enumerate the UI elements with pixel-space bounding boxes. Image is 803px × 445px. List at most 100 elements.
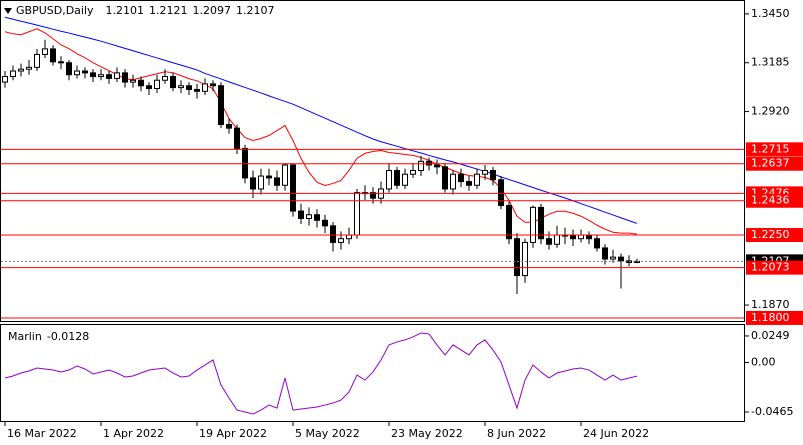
candle-body [18,68,24,72]
level-label-bg [746,310,803,325]
candle-body [610,256,616,260]
candle-body [346,234,352,240]
ohlc-value: 1.2097 [193,4,232,17]
y-tick-label: 1.3185 [751,56,790,69]
candle-body [258,175,264,190]
candle-body [138,79,144,87]
candle-body [298,210,304,219]
y-tick-label: 1.2920 [751,105,790,118]
candle-body [322,219,328,227]
candle-body [330,225,336,243]
candle-body [10,70,16,78]
indicator-label: Marlin -0.0128 [8,330,89,343]
candle-body [602,247,608,260]
level-label-bg [746,142,803,157]
candle-body [226,123,232,129]
ohlc-value: 1.2101 [106,4,145,17]
candle-body [42,48,48,55]
candle-body [242,147,248,179]
candle-body [482,170,488,175]
candle-body [274,177,280,186]
candle-body [202,83,208,92]
ohlc-value: 1.2121 [149,4,188,17]
candle-body [586,234,592,240]
candle-body [186,85,192,90]
candle-body [130,79,136,83]
y-tick-label: 1.3450 [751,7,790,20]
candle-body [514,238,520,277]
candle-body [234,127,240,149]
level-label: 1.2715 [751,142,790,155]
candle-body [74,70,80,76]
candle-body [210,83,216,87]
candle-body [490,170,496,181]
level-label: 1.2436 [751,194,790,207]
candle-body [50,48,56,63]
x-tick-label: 19 Apr 2022 [199,427,267,440]
candle-body [106,74,112,79]
y-tick-label: 0.00 [751,355,776,368]
candle-body [578,234,584,240]
candle-body [282,164,288,186]
candle-body [114,72,120,79]
level-label-bg [746,193,803,208]
level-label: 1.2637 [751,157,790,170]
candle-body [410,170,416,175]
x-tick-label: 24 Jun 2022 [583,427,649,440]
candle-body [306,214,312,219]
candle-body [570,234,576,240]
ohlc-value: 1.2107 [236,4,275,17]
x-tick-label: 23 May 2022 [391,427,463,440]
candle-body [2,76,8,83]
candle-body [546,238,552,245]
candle-body [170,76,176,89]
candle-body [194,88,200,92]
candle-body [594,238,600,249]
candle-body [178,85,184,89]
candle-body [146,85,152,90]
x-tick-label: 1 Apr 2022 [103,427,164,440]
candle-body [122,72,128,83]
candle-body [434,164,440,168]
candle-body [290,164,296,212]
candle-body [618,256,624,262]
candle-body [66,62,72,76]
candle-body [458,173,464,183]
level-label-bg [746,228,803,243]
candle-body [426,160,432,166]
candle-body [90,72,96,78]
menu-triangle[interactable] [4,8,12,14]
candle-body [354,192,360,236]
candle-body [370,192,376,199]
candle-body [530,206,536,243]
candle-body [58,61,64,64]
y-tick-label: 0.0249 [751,329,790,342]
candle-body [218,85,224,125]
indicator-value: -0.0128 [47,330,89,343]
level-label-bg [746,156,803,171]
candle-body [506,205,512,240]
candle-body [34,53,40,68]
candle-body [522,241,528,277]
candle-body [474,173,480,186]
indicator-name: Marlin [8,330,42,343]
level-label: 1.2250 [751,228,790,241]
candle-body [554,234,560,245]
x-tick-label: 5 May 2022 [295,427,360,440]
candle-body [402,173,408,186]
symbol: GBPUSD,Daily [16,4,94,17]
candle-body [538,206,544,240]
moving-average [4,16,638,224]
candle-body [442,166,448,190]
candle-body [26,66,32,70]
level-label-bg [746,260,803,275]
candle-body [338,238,344,243]
candle-body [386,170,392,190]
main-panel [0,0,745,322]
candle-body [450,173,456,190]
candle-body [266,175,272,179]
candle-body [466,181,472,186]
y-tick-label: 1.1870 [751,298,790,311]
candle-body [394,170,400,186]
level-label: 1.1800 [751,311,790,324]
